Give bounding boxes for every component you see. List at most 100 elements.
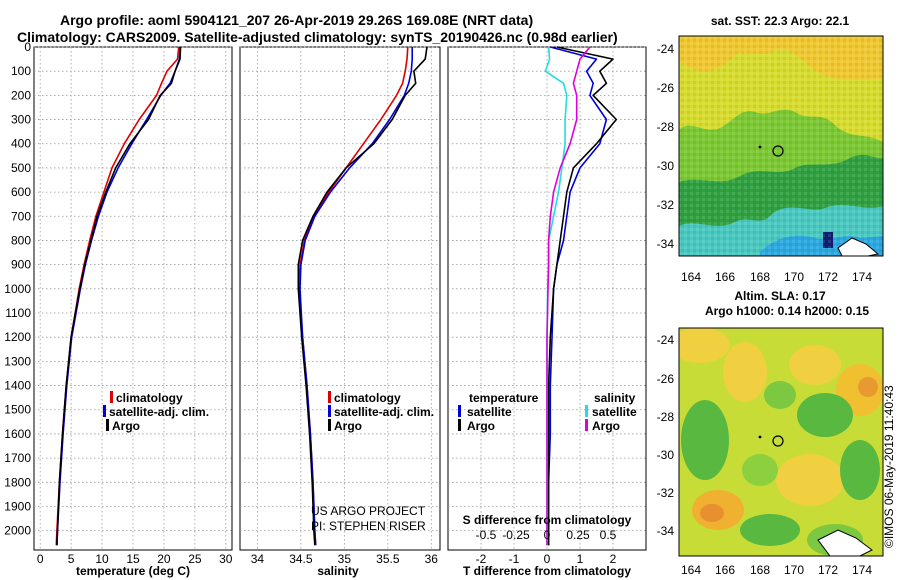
sla-blob bbox=[858, 377, 878, 397]
x-tick-label: 10 bbox=[95, 552, 109, 566]
series-line-climatology bbox=[55, 46, 180, 546]
depth-tick-label: 100 bbox=[11, 64, 31, 78]
sla-ytick-3: -28 bbox=[657, 410, 675, 424]
sla-blob bbox=[764, 381, 796, 409]
legend-mark-argo bbox=[328, 419, 331, 431]
sla-ytick-4: -30 bbox=[657, 448, 675, 462]
x-tick-label: 5 bbox=[68, 552, 75, 566]
depth-tick-label: 1500 bbox=[4, 403, 31, 417]
depth-tick-label: 1000 bbox=[4, 282, 31, 296]
legend-label-climatology: climatology bbox=[334, 391, 401, 405]
x-tick-label: 2 bbox=[610, 552, 617, 566]
s-tick-1: -0.5 bbox=[476, 528, 497, 542]
sst-xtick-2: 166 bbox=[715, 270, 735, 284]
sst-float-dot bbox=[758, 145, 762, 149]
series-line-satellite-adj-clim- bbox=[299, 47, 414, 546]
x-tick-label: -1 bbox=[509, 552, 520, 566]
series-layer bbox=[55, 46, 618, 546]
sla-xtick-1: 164 bbox=[681, 563, 701, 577]
sst-land bbox=[837, 237, 880, 256]
legend-mark-satellite bbox=[103, 405, 106, 417]
series-line-t-satellite bbox=[547, 46, 608, 546]
legend-mark-t-argo bbox=[458, 419, 461, 431]
legend-label-t-satellite: satellite bbox=[467, 405, 512, 419]
header-line-2: Climatology: CARS2009. Satellite-adjuste… bbox=[17, 29, 618, 45]
sla-xtick-4: 170 bbox=[784, 563, 804, 577]
series-line-argo bbox=[297, 46, 428, 546]
sla-map-xticks: 164 166 168 170 172 174 bbox=[681, 563, 872, 577]
s-tick-5: 0.5 bbox=[600, 528, 617, 542]
salinity-panel-frame bbox=[239, 46, 441, 551]
depth-tick-label: 1200 bbox=[4, 330, 31, 344]
legend-label-s-satellite: satellite bbox=[592, 405, 637, 419]
sst-xtick-1: 164 bbox=[681, 270, 701, 284]
legend-mark-s-argo bbox=[585, 419, 588, 431]
legend-label-satellite: satellite-adj. clim. bbox=[109, 405, 209, 419]
legend-mark-s-satellite bbox=[585, 405, 588, 417]
depth-tick-label: 700 bbox=[11, 209, 31, 223]
sla-blob bbox=[742, 454, 778, 486]
series-line-t-argo bbox=[547, 46, 618, 546]
sst-xtick-6: 174 bbox=[852, 270, 872, 284]
depth-tick-label: 1400 bbox=[4, 379, 31, 393]
sst-texture bbox=[679, 36, 883, 256]
x-tick-label: 0 bbox=[37, 552, 44, 566]
grid-layer bbox=[34, 46, 646, 550]
x-tick-label: 36 bbox=[425, 552, 439, 566]
depth-tick-label: 600 bbox=[11, 185, 31, 199]
sst-ytick-5: -32 bbox=[657, 198, 675, 212]
x-tick-label: 30 bbox=[219, 552, 233, 566]
sla-xtick-6: 174 bbox=[852, 563, 872, 577]
s-tick-3: 0 bbox=[544, 528, 551, 542]
difference-legend: temperature salinity satellite Argo sate… bbox=[458, 391, 637, 433]
timestamp: ©IMOS 06-May-2019 11:40:43 bbox=[882, 385, 896, 548]
depth-tick-label: 1800 bbox=[4, 475, 31, 489]
series-line-satellite-adj-clim- bbox=[56, 46, 181, 546]
legend-label-argo: Argo bbox=[112, 419, 140, 433]
header-line-1: Argo profile: aoml 5904121_207 26-Apr-20… bbox=[60, 12, 533, 28]
x-tick-label: 1 bbox=[577, 552, 584, 566]
credit-project: US ARGO PROJECT bbox=[311, 504, 426, 518]
sla-xtick-3: 168 bbox=[750, 563, 770, 577]
depth-tick-label: 300 bbox=[11, 113, 31, 127]
sla-blob bbox=[789, 345, 841, 385]
depth-tick-label: 400 bbox=[11, 137, 31, 151]
sst-xtick-5: 172 bbox=[818, 270, 838, 284]
temperature-panel-frame bbox=[33, 46, 233, 551]
sst-xtick-4: 170 bbox=[784, 270, 804, 284]
sla-blob bbox=[723, 342, 767, 402]
sst-map-title: sat. SST: 22.3 Argo: 22.1 bbox=[711, 14, 850, 28]
sla-xtick-5: 172 bbox=[818, 563, 838, 577]
temperature-legend: climatology satellite-adj. clim. Argo bbox=[103, 391, 209, 433]
credit-pi: PI: STEPHEN RISER bbox=[311, 519, 426, 533]
sla-map-frame bbox=[678, 327, 884, 557]
x-tick-label: 34 bbox=[251, 552, 265, 566]
x-tick-label: 15 bbox=[126, 552, 140, 566]
sst-ytick-4: -30 bbox=[657, 159, 675, 173]
s-tick-4: 0.25 bbox=[566, 528, 590, 542]
legend-title-temperature: temperature bbox=[469, 391, 539, 405]
sla-float-marker bbox=[772, 435, 784, 447]
legend-mark-climatology bbox=[328, 391, 331, 403]
depth-tick-label: 900 bbox=[11, 258, 31, 272]
sst-map-xticks: 164 166 168 170 172 174 bbox=[681, 270, 872, 284]
sla-ytick-2: -26 bbox=[657, 372, 675, 386]
legend-mark-satellite bbox=[328, 405, 331, 417]
x-tick-label: 35 bbox=[338, 552, 352, 566]
sst-map-frame bbox=[678, 35, 884, 257]
legend-label-climatology: climatology bbox=[116, 391, 183, 405]
sla-blob bbox=[776, 454, 844, 506]
legend-mark-t-satellite bbox=[458, 405, 461, 417]
difference-top-xlabel: S difference from climatology bbox=[463, 513, 632, 527]
difference-xlabel: T difference from climatology bbox=[463, 564, 631, 578]
tick-layer: 0100200300400500600700800900100011001200… bbox=[4, 40, 616, 566]
sst-ytick-3: -28 bbox=[657, 120, 675, 134]
depth-tick-label: 500 bbox=[11, 161, 31, 175]
depth-tick-label: 0 bbox=[24, 40, 31, 54]
x-tick-label: 0 bbox=[544, 552, 551, 566]
sla-map-title-2: Argo h1000: 0.14 h2000: 0.15 bbox=[705, 304, 869, 318]
sla-blob bbox=[740, 514, 800, 546]
legend-title-salinity: salinity bbox=[594, 391, 636, 405]
sla-ytick-1: -24 bbox=[657, 333, 675, 347]
